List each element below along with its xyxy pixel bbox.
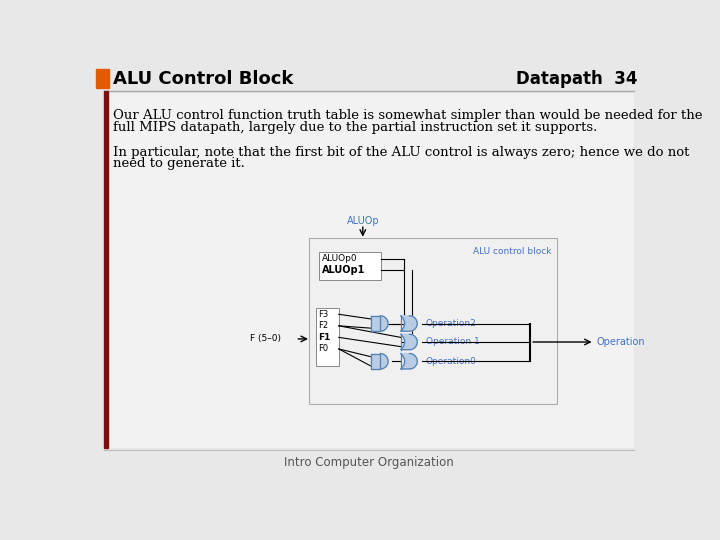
Text: ALU control block: ALU control block: [472, 247, 551, 256]
Polygon shape: [380, 354, 388, 369]
Text: ALUOp: ALUOp: [346, 217, 379, 226]
Polygon shape: [401, 354, 417, 369]
Polygon shape: [401, 316, 417, 331]
Text: F3: F3: [318, 310, 328, 319]
Text: In particular, note that the first bit of the ALU control is always zero; hence : In particular, note that the first bit o…: [113, 146, 690, 159]
Text: F2: F2: [318, 321, 328, 330]
Text: Intro Computer Organization: Intro Computer Organization: [284, 456, 454, 469]
Polygon shape: [371, 354, 380, 369]
Bar: [96, 70, 109, 88]
Text: Operation0: Operation0: [426, 357, 477, 366]
Text: F0: F0: [318, 345, 328, 354]
Polygon shape: [371, 316, 380, 331]
Polygon shape: [401, 334, 417, 350]
Bar: [319, 252, 381, 280]
Text: ALUOp1: ALUOp1: [322, 265, 365, 275]
Polygon shape: [380, 316, 388, 331]
Bar: [104, 91, 108, 448]
Bar: [315, 308, 339, 366]
Bar: [104, 92, 634, 448]
Bar: [310, 238, 557, 403]
Text: Operation: Operation: [596, 337, 644, 347]
Text: need to generate it.: need to generate it.: [113, 157, 245, 170]
Text: Operation 1: Operation 1: [426, 338, 480, 347]
Text: Our ALU control function truth table is somewhat simpler than would be needed fo: Our ALU control function truth table is …: [113, 110, 703, 123]
Text: F (5–0): F (5–0): [251, 334, 282, 343]
Text: ALUOp0: ALUOp0: [322, 254, 357, 264]
Text: ALU Control Block: ALU Control Block: [113, 70, 294, 89]
Text: Datapath  34: Datapath 34: [516, 70, 637, 89]
Text: full MIPS datapath, largely due to the partial instruction set it supports.: full MIPS datapath, largely due to the p…: [113, 121, 598, 134]
Text: Operation2: Operation2: [426, 319, 477, 328]
Text: F1: F1: [318, 333, 330, 342]
